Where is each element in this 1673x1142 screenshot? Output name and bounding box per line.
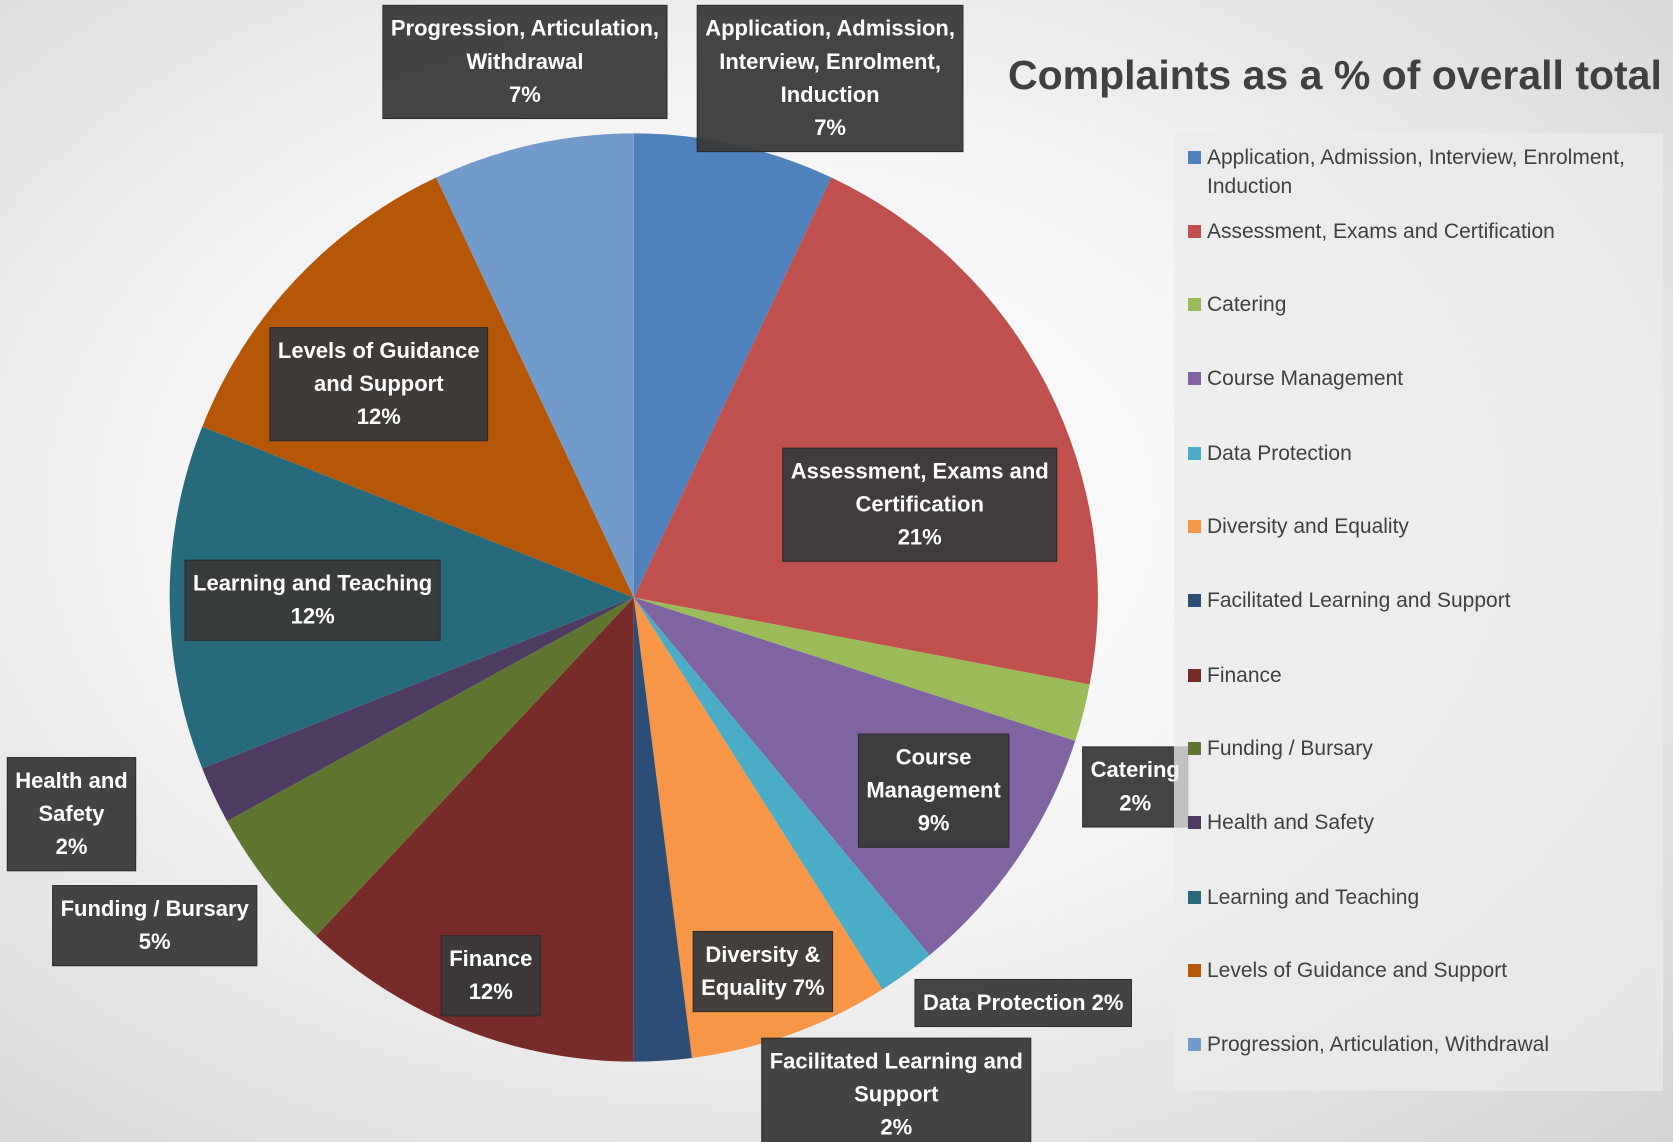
legend-swatch bbox=[1188, 593, 1201, 607]
pie-slice bbox=[633, 597, 1090, 741]
label-text: Facilitated Learning and bbox=[770, 1049, 1023, 1074]
legend-label: Health and Safety bbox=[1207, 810, 1374, 834]
label-text: Application, Admission, bbox=[705, 16, 955, 41]
legend-swatch bbox=[1188, 1037, 1201, 1051]
pie-slice bbox=[633, 597, 930, 990]
legend-label: Finance bbox=[1207, 663, 1282, 687]
pie-slice bbox=[633, 597, 1076, 956]
pie-slice bbox=[202, 597, 634, 822]
legend-label: Assessment, Exams and Certification bbox=[1207, 219, 1555, 243]
label-text: Assessment, Exams and bbox=[791, 458, 1049, 483]
label-text: 2% bbox=[56, 834, 88, 859]
pie-slice bbox=[633, 133, 832, 598]
legend-label: Course Management bbox=[1207, 367, 1404, 390]
legend-swatch bbox=[1188, 890, 1201, 904]
label-text: Health and bbox=[15, 768, 127, 793]
legend-label: Levels of Guidance and Support bbox=[1207, 959, 1508, 983]
legend-swatch bbox=[1188, 668, 1201, 682]
label-text: Learning and Teaching bbox=[193, 571, 432, 596]
pie-slice bbox=[316, 597, 634, 1062]
label-text: Course bbox=[896, 744, 972, 769]
label-text: 12% bbox=[357, 404, 401, 429]
legend-label: Data Protection bbox=[1207, 441, 1352, 465]
legend-swatch bbox=[1188, 964, 1201, 978]
label-text: 12% bbox=[291, 604, 335, 629]
label-text: Management bbox=[866, 777, 1001, 802]
legend-swatch bbox=[1188, 151, 1201, 165]
legend-swatch bbox=[1188, 298, 1201, 312]
label-box bbox=[269, 327, 489, 442]
legend-swatch bbox=[1188, 520, 1201, 534]
legend-swatch bbox=[1188, 224, 1201, 238]
label-text: and Support bbox=[314, 371, 444, 396]
data-label: Learning and Teaching 12% bbox=[184, 559, 441, 641]
label-text: Progression, Articulation, bbox=[391, 16, 659, 41]
label-text: Diversity & bbox=[705, 942, 820, 967]
label-box bbox=[52, 885, 258, 967]
label-text: 21% bbox=[898, 525, 942, 550]
legend-swatch bbox=[1188, 815, 1201, 829]
legend-swatch bbox=[1188, 372, 1201, 385]
legend-swatch bbox=[1188, 742, 1201, 756]
data-label: Catering 2% bbox=[1082, 746, 1189, 828]
label-box bbox=[914, 978, 1132, 1028]
label-text: Funding / Bursary bbox=[61, 896, 250, 921]
label-text: Catering bbox=[1091, 757, 1180, 782]
label-box bbox=[382, 4, 668, 120]
label-box bbox=[6, 757, 137, 872]
legend-label: Diversity and Equality bbox=[1207, 515, 1409, 539]
legend: Application, Admission, Interview, Enrol… bbox=[1174, 133, 1663, 1091]
legend-label: Funding / Bursary bbox=[1207, 737, 1373, 761]
pie-slice bbox=[436, 133, 634, 598]
label-box bbox=[696, 4, 964, 153]
label-box bbox=[857, 733, 1010, 848]
label-box bbox=[440, 935, 541, 1017]
data-label: Assessment, Exams and Certification 21% bbox=[782, 447, 1058, 562]
label-text: 7% bbox=[509, 82, 541, 107]
label-box bbox=[692, 930, 834, 1013]
label-text: 2% bbox=[1119, 790, 1151, 815]
legend-label: Learning and Teaching bbox=[1207, 885, 1420, 909]
data-label: Finance 12% bbox=[440, 935, 541, 1017]
pie-slice bbox=[633, 597, 692, 1062]
label-box bbox=[782, 447, 1058, 562]
label-text: 12% bbox=[469, 979, 513, 1004]
label-text: Safety bbox=[38, 801, 105, 826]
label-box bbox=[184, 559, 441, 641]
label-box bbox=[1082, 746, 1189, 828]
legend-label: Progression, Articulation, Withdrawal bbox=[1207, 1032, 1549, 1056]
pie-slice bbox=[227, 597, 634, 936]
label-text: Induction bbox=[781, 82, 880, 107]
label-text: Equality 7% bbox=[701, 975, 824, 1000]
data-label: Data Protection 2% bbox=[914, 978, 1132, 1028]
label-text: Levels of Guidance bbox=[278, 338, 480, 363]
data-label: Progression, Articulation, Withdrawal 7% bbox=[382, 4, 668, 120]
data-label: Funding / Bursary 5% bbox=[52, 885, 258, 967]
legend-label: Catering bbox=[1207, 293, 1287, 317]
label-text: Withdrawal bbox=[466, 49, 583, 74]
data-label: Levels of Guidance and Support 12% bbox=[269, 327, 489, 442]
label-text: Certification bbox=[856, 492, 984, 517]
legend-swatch bbox=[1188, 446, 1201, 460]
label-text: 5% bbox=[139, 929, 171, 954]
label-text: Data Protection 2% bbox=[923, 990, 1124, 1015]
label-text: 7% bbox=[814, 115, 846, 140]
data-label: Health and Safety 2% bbox=[6, 757, 137, 872]
chart-title: Complaints as a % of overall total bbox=[1008, 52, 1662, 98]
data-label: Application, Admission, Interview, Enrolm… bbox=[696, 4, 964, 153]
legend-label: Application, Admission, Interview, Enrol… bbox=[1207, 146, 1625, 199]
label-text: Finance bbox=[449, 946, 532, 971]
label-box bbox=[761, 1037, 1032, 1142]
data-label: Diversity & Equality 7% bbox=[692, 930, 834, 1013]
label-text: Support bbox=[854, 1082, 939, 1107]
label-text: 9% bbox=[918, 811, 950, 836]
label-text: Interview, Enrolment, bbox=[719, 49, 941, 74]
data-label: Facilitated Learning and Support 2% bbox=[761, 1037, 1032, 1142]
legend-label: Facilitated Learning and Support bbox=[1207, 588, 1511, 612]
label-text: 2% bbox=[880, 1115, 912, 1140]
data-label: Course Management 9% bbox=[857, 733, 1010, 848]
